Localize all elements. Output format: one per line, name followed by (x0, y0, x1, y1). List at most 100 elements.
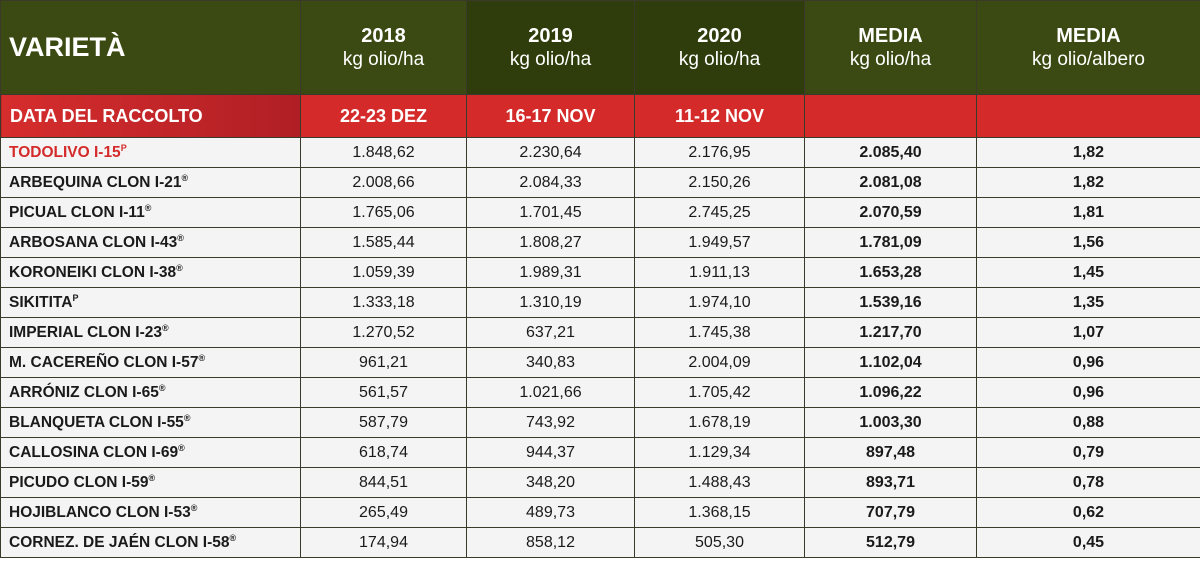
yield-cell: 844,51 (300, 467, 467, 498)
yield-cell: 561,57 (300, 377, 467, 408)
trademark-mark: ® (176, 263, 183, 273)
yield-cell: 489,73 (466, 497, 635, 528)
trademark-mark: ® (158, 383, 166, 393)
yield-cell: 340,83 (466, 347, 635, 378)
table-row: ARBOSANA CLON I-43® 1.585,44 1.808,27 1.949… (0, 227, 1200, 258)
trademark-mark: ® (144, 203, 152, 213)
average-cell: 1,56 (976, 227, 1200, 258)
yield-cell: 1.585,44 (300, 227, 467, 258)
table-row: BLANQUETA CLON I-55® 587,79 743,92 1.678,19… (0, 407, 1200, 438)
yield-cell: 1.021,66 (466, 377, 635, 408)
average-cell: 1.781,09 (804, 227, 977, 258)
yield-cell: 505,30 (634, 527, 805, 558)
variety-name: KORONEIKI CLON I-38 (9, 264, 177, 281)
yield-cell: 2.176,95 (634, 137, 805, 168)
variety-name-cell: ARRÓNIZ CLON I-65® (0, 377, 301, 408)
average-cell: 1,82 (976, 167, 1200, 198)
variety-name: CALLOSINA CLON I-69 (9, 444, 179, 461)
average-cell: 0,96 (976, 377, 1200, 408)
average-cell: 2.081,08 (804, 167, 977, 198)
table-row: HOJIBLANCO CLON I-53® 265,49 489,73 1.368,1… (0, 497, 1200, 528)
col-header-title: 2020 (697, 24, 742, 47)
variety-name: BLANQUETA CLON I-55 (9, 414, 184, 431)
yield-cell: 2.084,33 (466, 167, 635, 198)
yield-cell: 2.745,25 (634, 197, 805, 228)
variety-name: ARBEQUINA CLON I-21 (9, 174, 182, 191)
yield-cell: 587,79 (300, 407, 467, 438)
average-cell: 1,07 (976, 317, 1200, 348)
yield-cell: 743,92 (466, 407, 635, 438)
variety-name-cell: ARBOSANA CLON I-43® (0, 227, 301, 258)
average-cell: 1.003,30 (804, 407, 977, 438)
col-header-unit: kg olio/ha (342, 48, 425, 70)
variety-name: IMPERIAL CLON I-23 (9, 324, 163, 341)
harvest-date-cell (976, 94, 1200, 138)
average-cell: 707,79 (804, 497, 977, 528)
harvest-date-cell: 11-12 NOV (634, 94, 805, 138)
trademark-mark: ® (229, 533, 237, 543)
variety-name: M. CACEREÑO CLON I-57 (9, 354, 199, 371)
yield-cell: 637,21 (466, 317, 635, 348)
yield-cell: 961,21 (300, 347, 467, 378)
yield-cell: 1.974,10 (634, 287, 805, 318)
average-cell: 1.102,04 (804, 347, 977, 378)
variety-header: VARIETÀ (0, 0, 301, 95)
variety-name: SIKITITA (9, 294, 73, 311)
yield-cell: 174,94 (300, 527, 467, 558)
table-row: PICUAL CLON I-11® 1.765,06 1.701,45 2.745,2… (0, 197, 1200, 228)
average-cell: 0,96 (976, 347, 1200, 378)
variety-name-cell: PICUDO CLON I-59® (0, 467, 301, 498)
variety-name-cell: SIKITITAP (0, 287, 301, 318)
average-cell: 1.539,16 (804, 287, 977, 318)
col-header-title: MEDIA (858, 24, 923, 47)
average-cell: 1,45 (976, 257, 1200, 288)
table-row: SIKITITAP 1.333,18 1.310,19 1.974,10 1.539,1… (0, 287, 1200, 318)
variety-name-cell: CORNEZ. DE JAÉN CLON I-58® (0, 527, 301, 558)
yield-cell: 618,74 (300, 437, 467, 468)
variety-name-cell: HOJIBLANCO CLON I-53® (0, 497, 301, 528)
yield-cell: 1.848,62 (300, 137, 467, 168)
harvest-date-cell: 16-17 NOV (466, 94, 635, 138)
average-cell: 1,81 (976, 197, 1200, 228)
average-cell: 512,79 (804, 527, 977, 558)
yield-cell: 944,37 (466, 437, 635, 468)
variety-name: PICUAL CLON I-11 (9, 204, 145, 221)
average-cell: 0,88 (976, 407, 1200, 438)
harvest-date-cell (804, 94, 977, 138)
col-header-2018: 2018 kg olio/ha (300, 0, 467, 95)
variety-name: TODOLIVO I-15 (9, 144, 121, 161)
table-row: ARBEQUINA CLON I-21® 2.008,66 2.084,33 2.15… (0, 167, 1200, 198)
variety-name: PICUDO CLON I-59 (9, 474, 149, 491)
average-cell: 893,71 (804, 467, 977, 498)
variety-name-cell: KORONEIKI CLON I-38® (0, 257, 301, 288)
variety-name-cell: BLANQUETA CLON I-55® (0, 407, 301, 438)
trademark-mark: ® (162, 323, 169, 333)
yield-cell: 1.333,18 (300, 287, 467, 318)
yield-cell: 1.989,31 (466, 257, 635, 288)
table-row: IMPERIAL CLON I-23® 1.270,52 637,21 1.745,3… (0, 317, 1200, 348)
col-header-unit: kg olio/ha (509, 48, 592, 70)
col-header-unit: kg olio/albero (1031, 48, 1146, 70)
average-cell: 0,78 (976, 467, 1200, 498)
col-header-2019: 2019 kg olio/ha (466, 0, 635, 95)
col-header-unit: kg olio/ha (678, 48, 761, 70)
variety-name-cell: CALLOSINA CLON I-69® (0, 437, 301, 468)
trademark-mark: P (72, 293, 79, 303)
table-row: ARRÓNIZ CLON I-65® 561,57 1.021,66 1.705,42… (0, 377, 1200, 408)
yield-cell: 2.150,26 (634, 167, 805, 198)
trademark-mark: ® (177, 233, 184, 243)
table-row: M. CACEREÑO CLON I-57® 961,21 340,83 2.004,… (0, 347, 1200, 378)
harvest-date-label: DATA DEL RACCOLTO (0, 94, 301, 138)
average-cell: 0,62 (976, 497, 1200, 528)
table-row: CALLOSINA CLON I-69® 618,74 944,37 1.129,34… (0, 437, 1200, 468)
yield-cell: 2.230,64 (466, 137, 635, 168)
yield-cell: 1.488,43 (634, 467, 805, 498)
table-row: TODOLIVO I-15P 1.848,62 2.230,64 2.176,95 2.… (0, 137, 1200, 168)
yield-cell: 1.059,39 (300, 257, 467, 288)
average-cell: 1.217,70 (804, 317, 977, 348)
variety-name-cell: M. CACEREÑO CLON I-57® (0, 347, 301, 378)
variety-name: HOJIBLANCO CLON I-53 (9, 504, 191, 521)
average-cell: 1.096,22 (804, 377, 977, 408)
variety-name-cell: IMPERIAL CLON I-23® (0, 317, 301, 348)
